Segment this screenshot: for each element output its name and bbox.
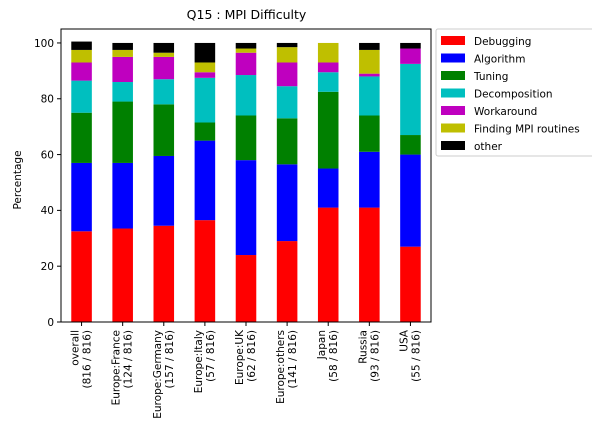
bar-segment: [194, 62, 216, 73]
bar-segment: [112, 162, 133, 229]
bar-segment: [359, 76, 380, 116]
bar-segment: [71, 41, 92, 50]
bar-segment: [317, 91, 339, 169]
bar-segment: [194, 140, 216, 221]
bar-segment: [235, 42, 257, 49]
bar-segment: [235, 115, 257, 161]
legend-label: Algorithm: [474, 53, 525, 65]
y-tick-label: 80: [41, 94, 54, 106]
y-ticks-group: 0 20 40 60 80 100: [34, 38, 61, 329]
legend-label: Tuning: [473, 71, 508, 83]
bar-segment: [359, 151, 380, 208]
legend-swatch: [441, 88, 465, 98]
legend-swatch: [441, 141, 465, 150]
bar-segment: [71, 162, 92, 232]
x-tick-label: overall(816 / 816): [70, 330, 94, 389]
bar-segment: [400, 135, 421, 155]
bar-segment: [400, 42, 421, 49]
bar-segment: [359, 49, 380, 74]
bar-segment: [194, 220, 216, 322]
bar-segment: [235, 48, 257, 53]
bar-segment: [400, 154, 421, 247]
legend-label: Workaround: [474, 106, 537, 118]
bar-segment: [235, 52, 257, 76]
legend-label: Finding MPI routines: [474, 123, 580, 135]
bar-segment: [112, 49, 133, 57]
legend: Debugging Algorithm Tuning Decomposition Wor…: [435, 28, 592, 157]
bar-segment: [153, 79, 175, 105]
bar-segment: [235, 75, 257, 116]
bar-segment: [400, 48, 421, 64]
bar-segment: [153, 104, 175, 156]
bar-segment: [276, 118, 298, 165]
y-tick-label: 40: [41, 205, 54, 217]
x-tick-label: Europe:UK(62 / 816): [234, 329, 258, 385]
bar-segment: [317, 168, 339, 208]
bar-segment: [194, 72, 216, 78]
bar-segment: [317, 42, 339, 63]
bar-segment: [112, 42, 133, 50]
bar-segment: [153, 155, 175, 226]
bar-segment: [194, 77, 216, 123]
legend-label: Decomposition: [474, 88, 553, 100]
legend-box: [435, 28, 592, 157]
x-tick-label: Japan(58 / 816): [316, 330, 340, 382]
legend-swatch: [441, 71, 465, 80]
y-tick-label: 0: [47, 317, 54, 329]
bar-segment: [112, 56, 133, 83]
y-tick-label: 60: [41, 149, 54, 161]
x-tick-label: Europe:France(124 / 816): [111, 330, 135, 405]
bar-segment: [276, 86, 298, 119]
bar-segment: [71, 112, 92, 163]
bar-segment: [194, 122, 216, 141]
legend-swatch: [441, 123, 465, 133]
bar-segment: [153, 52, 175, 57]
bars-group: [71, 41, 421, 322]
bar-segment: [71, 80, 92, 113]
bar-segment: [276, 164, 298, 242]
bar-segment: [359, 73, 380, 77]
bar-segment: [71, 49, 92, 63]
bar-segment: [153, 42, 175, 53]
x-tick-label: Europe:Italy(57 / 816): [193, 330, 217, 393]
x-tick-label: USA(55 / 816): [398, 329, 422, 382]
legend-swatch: [441, 106, 465, 115]
legend-swatch: [441, 53, 465, 63]
bar-segment: [400, 246, 421, 322]
bar-segment: [317, 72, 339, 92]
legend-swatch: [441, 36, 465, 45]
x-tick-label: Europe:Germany(157 / 816): [152, 330, 176, 419]
y-tick-label: 100: [34, 38, 54, 50]
bar-segment: [71, 231, 92, 322]
bar-segment: [276, 241, 298, 322]
bar-segment: [276, 42, 298, 48]
bar-segment: [112, 101, 133, 163]
y-tick-label: 20: [41, 261, 54, 273]
chart-title: Q15 : MPI Difficulty: [187, 7, 307, 22]
bar-segment: [71, 62, 92, 81]
legend-label: Debugging: [474, 36, 531, 48]
bar-segment: [112, 82, 133, 102]
bar-segment: [153, 225, 175, 322]
x-tick-label: Russia(93 / 816): [357, 330, 381, 382]
y-axis-label: Percentage: [12, 150, 24, 209]
legend-label: other: [474, 141, 503, 153]
x-tick-label: Europe:others(141 / 816): [275, 330, 299, 404]
bar-segment: [317, 62, 339, 73]
bar-segment: [235, 160, 257, 256]
bar-segment: [194, 42, 216, 63]
bar-segment: [400, 63, 421, 136]
plot-frame: [60, 28, 432, 323]
bar-segment: [276, 47, 298, 63]
bar-segment: [153, 56, 175, 80]
x-ticks-group: overall(816 / 816) Europe:France(124 / 81…: [70, 322, 422, 419]
bar-segment: [235, 255, 257, 322]
bar-segment: [359, 115, 380, 152]
bar-segment: [359, 207, 380, 322]
bar-segment: [276, 62, 298, 87]
bar-segment: [112, 228, 133, 322]
bar-segment: [317, 207, 339, 322]
bar-segment: [359, 42, 380, 50]
